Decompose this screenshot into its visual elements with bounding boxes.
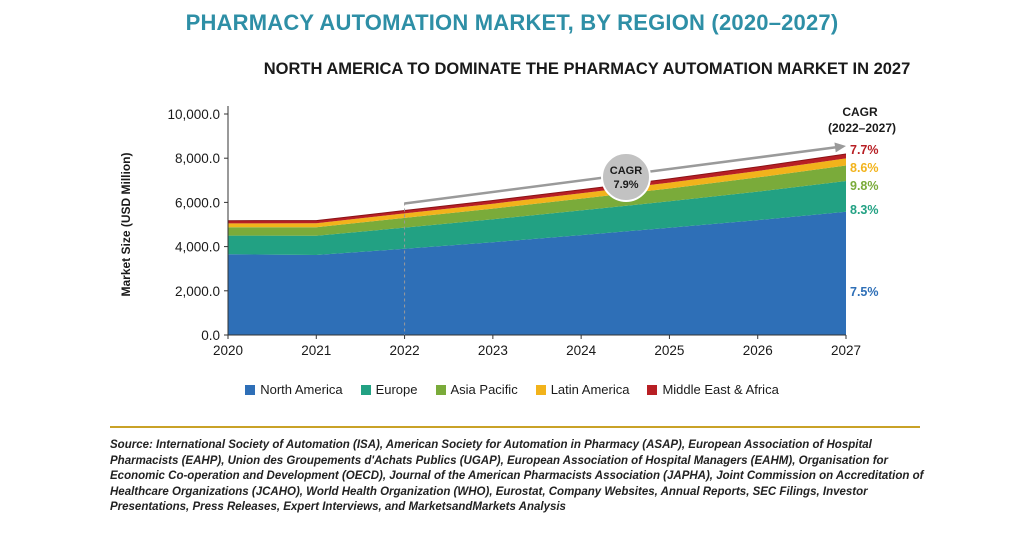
y-tick-label: 6,000.0 <box>175 195 220 210</box>
cagr-header-period: (2022–2027) <box>828 121 896 135</box>
x-tick-label: 2024 <box>566 343 597 358</box>
y-tick-label: 2,000.0 <box>175 284 220 299</box>
x-tick-label: 2022 <box>390 343 420 358</box>
legend-swatch <box>647 384 658 395</box>
cagr-arrow-head <box>834 142 846 153</box>
area-series-0 <box>228 211 846 335</box>
x-tick-label: 2026 <box>743 343 773 358</box>
series-cagr-label: 9.8% <box>850 179 879 193</box>
x-tick-label: 2020 <box>213 343 243 358</box>
x-tick-label: 2021 <box>301 343 331 358</box>
series-cagr-label: 8.6% <box>850 161 879 175</box>
chart-area: 0.0 2,000.0 4,000.0 6,000.0 8,000.0 10,000.0 2… <box>119 105 896 358</box>
cagr-bubble-value: 7.9% <box>613 179 638 191</box>
legend-swatch <box>245 384 256 395</box>
legend-item: North America <box>245 382 343 397</box>
x-tick-label: 2023 <box>478 343 508 358</box>
legend-swatch <box>535 384 546 395</box>
legend-label: Europe <box>375 382 418 397</box>
series-cagr-label: 7.7% <box>850 143 879 157</box>
legend: North America Europe Asia Pacific Latin Ame… <box>0 382 1024 397</box>
series-cagr-label: 7.5% <box>850 285 879 299</box>
cagr-bubble-label: CAGR <box>610 165 642 177</box>
y-tick-label: 8,000.0 <box>175 151 220 166</box>
legend-item: Middle East & Africa <box>647 382 779 397</box>
divider <box>110 426 920 428</box>
legend-item: Asia Pacific <box>435 382 518 397</box>
y-tick-label: 4,000.0 <box>175 240 220 255</box>
area-series-1 <box>228 181 846 255</box>
legend-item: Latin America <box>535 382 630 397</box>
chart-subtitle: NORTH AMERICA TO DOMINATE THE PHARMACY A… <box>263 60 911 78</box>
cagr-bubble <box>601 152 651 202</box>
top-edge-line <box>227 153 847 222</box>
y-tick-label: 10,000.0 <box>167 107 220 122</box>
y-axis-title: Market Size (USD Million) <box>119 152 133 296</box>
legend-label: Latin America <box>550 382 630 397</box>
x-tick-label: 2027 <box>831 343 861 358</box>
chart-title: PHARMACY AUTOMATION MARKET, BY REGION (2… <box>185 10 839 35</box>
y-tick-label: 0.0 <box>201 328 220 343</box>
legend-label: Asia Pacific <box>450 382 518 397</box>
area-series-2 <box>228 165 846 236</box>
legend-swatch <box>360 384 371 395</box>
legend-item: Europe <box>360 382 418 397</box>
source-note: Source: International Society of Automat… <box>110 439 924 513</box>
x-tick-label: 2025 <box>654 343 684 358</box>
legend-swatch <box>435 384 446 395</box>
cagr-header: CAGR <box>842 105 878 119</box>
legend-label: Middle East & Africa <box>662 382 779 397</box>
series-cagr-label: 8.3% <box>850 203 879 217</box>
legend-label: North America <box>260 382 343 397</box>
